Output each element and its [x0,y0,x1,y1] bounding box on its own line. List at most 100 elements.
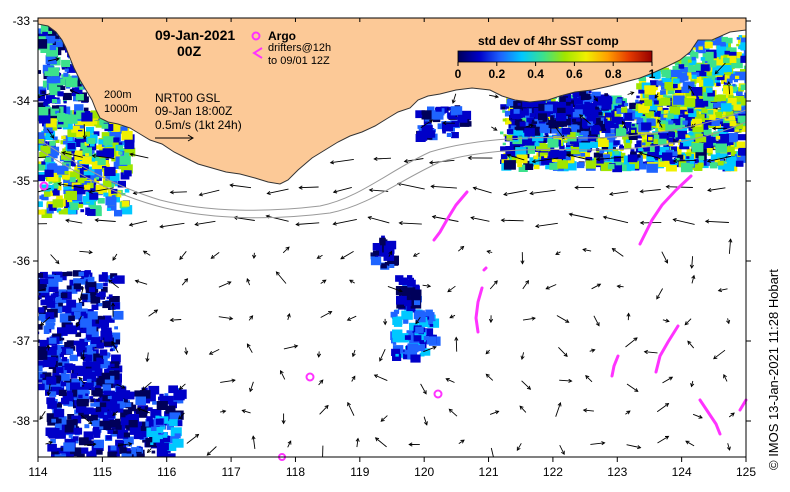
sst-pixel [61,337,65,341]
sst-pixel [64,424,75,433]
sst-pixel [95,184,108,195]
sst-pixel [48,67,60,77]
sst-pixel [107,203,117,211]
sst-pixel [106,296,110,300]
sst-pixel [104,375,115,384]
sst-pixel [607,133,616,140]
sst-pixel [48,180,53,184]
sst-pixel [67,137,73,141]
sst-pixel [653,119,664,128]
current-vector [129,220,148,226]
sst-pixel [63,442,75,452]
sst-pixel [735,123,743,130]
sst-pixel [615,98,622,104]
sst-pixel [52,105,60,112]
sst-pixel [49,86,61,96]
sst-pixel [50,294,56,299]
current-vector-head [57,182,62,187]
sst-pixel [112,310,124,320]
sst-pixel [136,447,142,452]
sst-pixel [541,156,552,165]
sst-pixel [543,140,547,143]
current-vector-head [643,349,648,355]
current-vector-head [403,159,409,164]
sst-pixel [686,152,692,157]
sst-pixel [74,104,84,112]
sst-pixel [505,106,509,109]
sst-pixel [67,414,75,420]
sst-pixel [72,389,81,397]
map-date: 09-Jan-2021 [155,27,235,43]
current-vector-head [252,254,257,260]
current-vector-head [525,279,530,285]
x-tick-label: 121 [479,465,499,479]
sst-pixel [114,209,123,217]
sst-pixel [557,107,566,115]
sst-pixel [560,132,571,141]
sst-pixel [606,138,616,146]
sst-pixel [590,142,598,149]
sst-pixel [121,164,133,174]
x-tick-label: 114 [28,465,47,479]
current-vector [728,81,731,95]
current-vector [691,275,695,284]
sst-pixel [121,200,130,207]
sst-pixel [667,113,674,119]
sst-pixel [46,76,56,84]
sst-pixel [616,108,624,114]
sst-pixel [711,102,719,108]
current-vector [137,407,150,414]
current-vector-head [249,315,254,320]
sst-pixel [517,163,523,168]
sst-pixel [42,380,48,384]
sst-pixel [50,108,60,116]
sst-pixel [55,110,60,114]
sst-pixel [672,83,678,89]
sst-pixel [162,435,171,443]
sst-pixel [57,348,62,352]
sst-pixel [99,354,108,362]
sst-pixel [79,325,90,334]
sst-pixel [74,150,83,157]
sst-pixel [723,123,735,132]
sst-pixel [648,94,658,102]
current-vector [135,280,148,285]
scale-arrow [155,134,194,142]
sst-pixel [56,277,63,282]
sst-pixel [533,164,540,170]
current-vector [625,337,638,348]
current-vector-head [714,70,719,75]
current-vector-head [493,126,498,131]
current-vector [79,287,84,302]
sst-pixel [41,194,49,201]
sst-pixel [641,132,652,140]
current-vector-head [431,214,437,220]
sst-pixel [740,42,746,51]
sst-pixel [47,401,57,409]
current-vector [58,183,85,189]
sst-pixel [63,184,72,192]
sst-pixel [684,98,696,107]
sst-pixel [717,109,723,114]
current-vector-head [445,378,450,382]
sst-pixel [516,127,527,136]
sst-pixel [60,381,67,387]
current-vector-head [208,350,214,355]
sst-pixel [582,119,592,128]
sst-pixel [725,37,733,44]
sst-pixel [459,119,470,127]
sst-pixel [407,279,416,287]
sst-pixel [59,447,64,451]
sst-pixel [104,368,110,373]
current-vector [70,89,80,95]
current-vector-head [672,217,677,223]
sst-pixel [71,304,81,312]
sst-pixel [40,278,48,284]
sst-pixel [421,348,431,356]
sst-pixel [539,152,548,160]
sst-pixel [563,102,568,107]
x-tick-label: 122 [543,465,563,479]
sst-pixel [66,348,74,355]
current-vector-head [222,409,227,414]
sst-pixel [86,451,97,457]
